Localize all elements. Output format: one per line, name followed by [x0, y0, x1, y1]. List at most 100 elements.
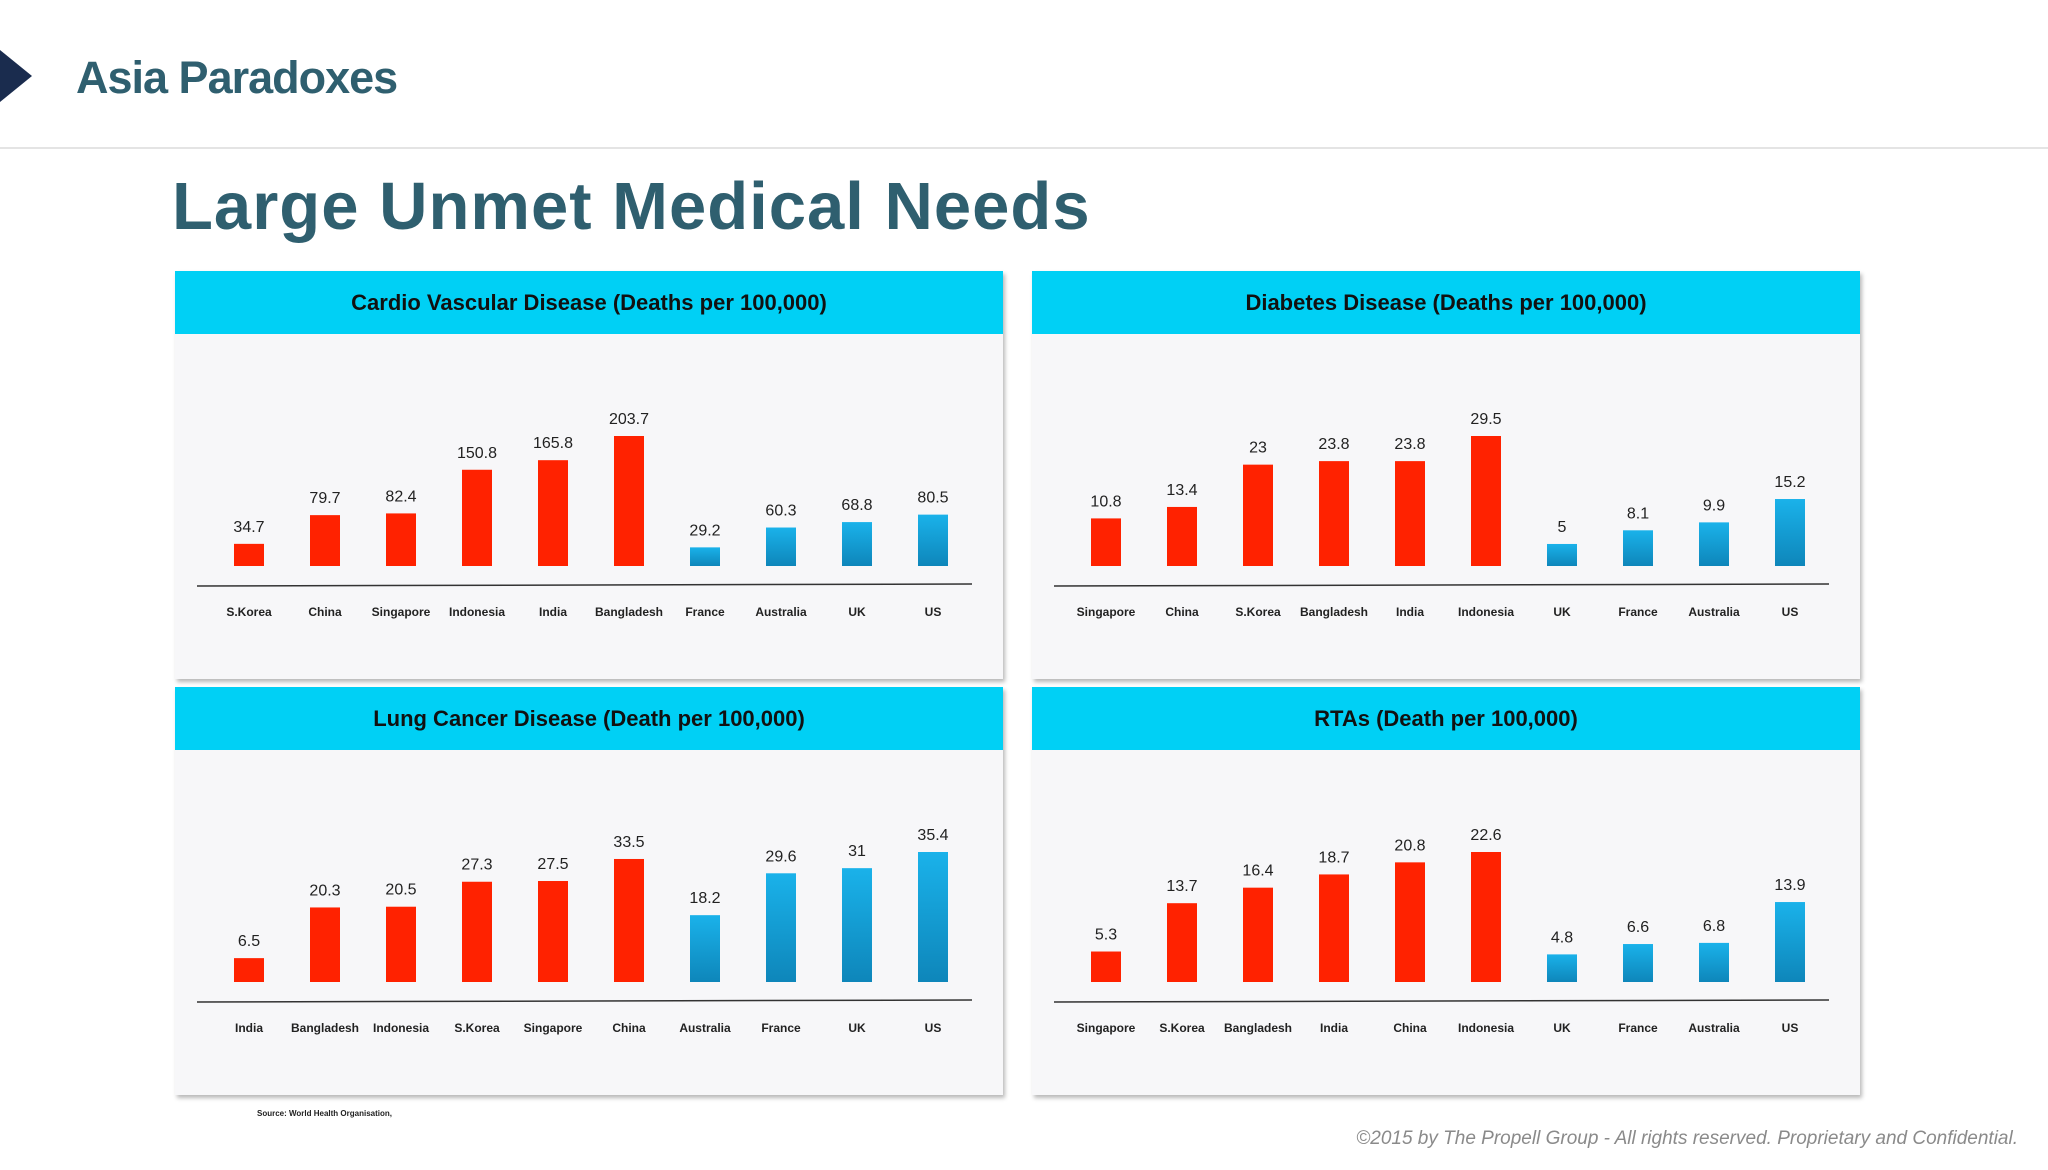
value-label: 13.7: [1166, 878, 1197, 895]
bar-uk: [1547, 954, 1577, 982]
category-label: US: [925, 1021, 942, 1035]
value-label: 6.8: [1703, 918, 1725, 935]
lung-cancer-chart-panel: Lung Cancer Disease (Death per 100,000) …: [175, 687, 1003, 1095]
bar-indonesia: [1471, 436, 1501, 566]
category-label: Singapore: [372, 605, 431, 619]
value-label: 34.7: [233, 519, 264, 536]
category-label: S.Korea: [454, 1021, 500, 1035]
brand-title: Asia Paradoxes: [76, 52, 398, 103]
category-label: France: [685, 605, 725, 619]
bar-australia: [1699, 522, 1729, 566]
value-label: 79.7: [309, 490, 340, 507]
header-divider: [0, 147, 2048, 149]
x-axis-line: [1053, 583, 1830, 587]
value-label: 20.3: [309, 882, 340, 899]
value-label: 15.2: [1774, 474, 1805, 491]
value-label: 29.6: [765, 848, 796, 865]
bar-uk: [842, 868, 872, 982]
bar-singapore: [538, 881, 568, 982]
bar-india: [234, 958, 264, 982]
category-label: UK: [848, 1021, 866, 1035]
chart-title: RTAs (Death per 100,000): [1032, 687, 1860, 750]
value-label: 203.7: [609, 411, 649, 428]
category-label: Indonesia: [449, 605, 505, 619]
bar-us: [918, 852, 948, 982]
category-label: Indonesia: [1458, 1021, 1514, 1035]
category-label: UK: [1553, 605, 1571, 619]
bar-bangladesh: [1243, 887, 1273, 982]
category-label: France: [761, 1021, 801, 1035]
value-label: 4.8: [1551, 929, 1573, 946]
bar-china: [614, 858, 644, 982]
category-label: China: [1165, 605, 1199, 619]
value-label: 20.5: [385, 882, 416, 899]
value-label: 23: [1249, 440, 1267, 457]
value-label: 16.4: [1242, 863, 1273, 880]
bar-china: [1167, 506, 1197, 566]
bar-s-korea: [1243, 464, 1273, 566]
bar-india: [1395, 461, 1425, 566]
category-label: India: [1320, 1021, 1348, 1035]
x-axis-line: [196, 999, 973, 1003]
category-label: China: [612, 1021, 646, 1035]
value-label: 27.3: [461, 857, 492, 874]
category-label: UK: [1553, 1021, 1571, 1035]
bar-us: [1775, 902, 1805, 982]
bar-bangladesh: [310, 907, 340, 982]
bar-uk: [842, 522, 872, 566]
value-label: 31: [848, 843, 866, 860]
bar-singapore: [1091, 951, 1121, 982]
value-label: 6.5: [238, 933, 260, 950]
value-label: 13.4: [1166, 482, 1197, 499]
diabetes-bar-chart: 10.8 Singapore 13.4 China 23 S.Korea 23.8 Bangl…: [1053, 411, 1830, 619]
value-label: 23.8: [1318, 436, 1349, 453]
bar-indonesia: [462, 469, 492, 566]
value-label: 22.6: [1470, 827, 1501, 844]
bar-bangladesh: [614, 436, 644, 566]
category-label: Singapore: [524, 1021, 583, 1035]
category-label: India: [1396, 605, 1424, 619]
category-label: Singapore: [1077, 605, 1136, 619]
bar-india: [538, 460, 568, 566]
category-label: Bangladesh: [1224, 1021, 1292, 1035]
category-label: France: [1618, 605, 1658, 619]
bar-france: [690, 547, 720, 566]
source-note: Source: World Health Organisation,: [257, 1109, 392, 1118]
category-label: Bangladesh: [291, 1021, 359, 1035]
bar-france: [1623, 944, 1653, 982]
value-label: 27.5: [537, 856, 568, 873]
lung-cancer-bar-chart: 6.5 India 20.3 Bangladesh 20.5 Indonesia 27.3 S…: [196, 827, 973, 1035]
bar-france: [1623, 530, 1653, 566]
bar-india: [1319, 874, 1349, 982]
bar-singapore: [386, 513, 416, 566]
category-label: Indonesia: [373, 1021, 429, 1035]
bar-indonesia: [386, 906, 416, 982]
logo-arrow-icon: [0, 50, 32, 102]
x-axis-line: [196, 583, 973, 587]
chart-title: Diabetes Disease (Deaths per 100,000): [1032, 271, 1860, 334]
bar-australia: [690, 915, 720, 982]
category-label: Australia: [755, 605, 807, 619]
value-label: 150.8: [457, 445, 497, 462]
value-label: 68.8: [841, 497, 872, 514]
category-label: China: [308, 605, 342, 619]
bar-us: [1775, 499, 1805, 566]
category-label: China: [1393, 1021, 1427, 1035]
value-label: 23.8: [1394, 436, 1425, 453]
category-label: India: [539, 605, 567, 619]
value-label: 6.6: [1627, 919, 1649, 936]
category-label: Bangladesh: [1300, 605, 1368, 619]
category-label: Australia: [679, 1021, 731, 1035]
value-label: 5.3: [1095, 927, 1117, 944]
bar-china: [1395, 862, 1425, 982]
value-label: 29.2: [689, 522, 720, 539]
value-label: 80.5: [917, 490, 948, 507]
bar-china: [310, 515, 340, 566]
cardio-bar-chart: 34.7 S.Korea 79.7 China 82.4 Singapore 150.8 In…: [196, 411, 973, 619]
category-label: US: [1782, 605, 1799, 619]
value-label: 82.4: [385, 488, 416, 505]
bar-us: [918, 514, 948, 566]
chart-title: Cardio Vascular Disease (Deaths per 100,…: [175, 271, 1003, 334]
slide-title: Large Unmet Medical Needs: [172, 169, 1091, 244]
bar-indonesia: [1471, 852, 1501, 982]
